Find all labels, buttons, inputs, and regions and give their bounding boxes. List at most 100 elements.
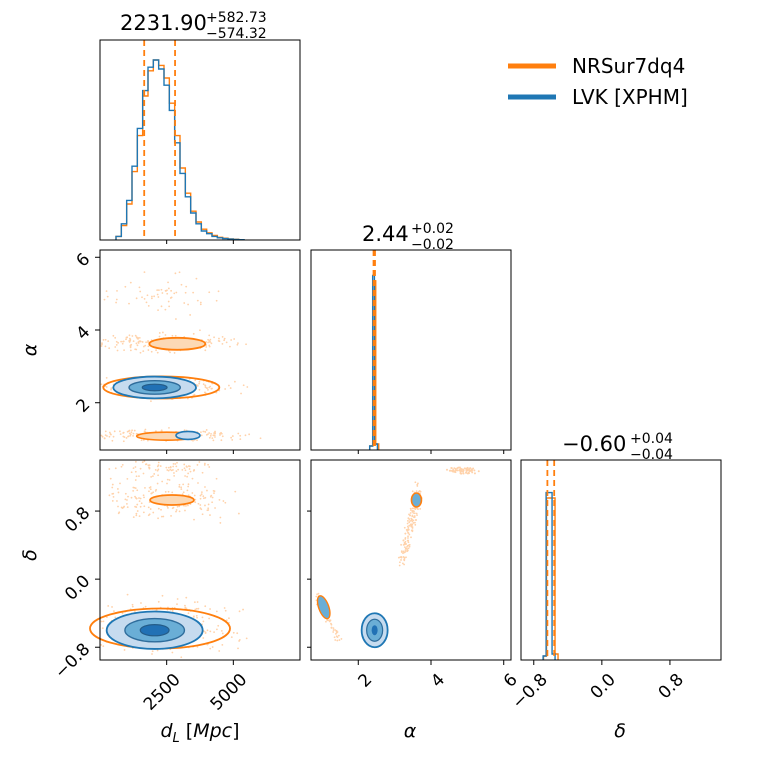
contour-delta-alpha-mode-left [316, 595, 331, 620]
scatter-point [121, 463, 124, 466]
scatter-point [219, 516, 222, 519]
scatter-point [110, 387, 113, 390]
scatter-point [171, 609, 174, 612]
scatter-point [408, 524, 411, 527]
scatter-point [206, 387, 209, 390]
scatter-point [160, 515, 163, 518]
scatter-point [404, 550, 407, 553]
scatter-point [206, 509, 209, 512]
scatter-point [169, 466, 172, 468]
scatter-point [118, 511, 121, 514]
scatter-point [225, 341, 228, 344]
scatter-point [206, 629, 209, 632]
scatter-point [164, 334, 167, 336]
scatter-point [211, 496, 214, 499]
scatter-point [113, 610, 115, 613]
scatter-point [334, 632, 337, 635]
scatter-point [222, 500, 225, 502]
scatter-point [330, 622, 332, 625]
scatter-point [414, 481, 417, 484]
scatter-point [199, 494, 202, 497]
scatter-point [184, 469, 187, 472]
scatter-point [132, 489, 135, 492]
scatter-point [203, 630, 205, 633]
scatter-point [407, 528, 410, 531]
scatter-point [199, 497, 202, 500]
scatter-point [194, 379, 197, 382]
scatter-point [315, 595, 318, 598]
scatter-point [406, 529, 409, 532]
scatter-point [237, 647, 239, 650]
scatter-point [164, 289, 167, 292]
scatter-point [416, 485, 419, 487]
scatter-point [204, 386, 207, 389]
scatter-point [194, 501, 197, 504]
scatter-point [207, 503, 210, 506]
scatter-point [416, 514, 418, 516]
scatter-point [189, 314, 192, 316]
scatter-point [203, 391, 206, 394]
scatter-point [126, 499, 128, 501]
scatter-point [336, 631, 339, 633]
scatter-point [141, 461, 144, 464]
scatter-point [185, 607, 188, 610]
scatter-point [413, 510, 415, 513]
scatter-point [219, 432, 222, 435]
scatter-point [215, 477, 218, 480]
scatter-point [139, 340, 142, 343]
scatter-point [115, 340, 118, 343]
scatter-point [215, 610, 218, 613]
scatter-point [187, 485, 190, 488]
scatter-point [185, 505, 187, 507]
scatter-point [131, 335, 134, 337]
scatter-point [187, 472, 190, 475]
scatter-point [452, 470, 455, 473]
scatter-point [328, 620, 331, 623]
dl-title-minus: −574.32 [206, 26, 267, 42]
scatter-point [191, 477, 194, 480]
scatter-point [470, 468, 473, 471]
scatter-point [403, 558, 405, 561]
scatter-point [104, 434, 107, 437]
scatter-point [244, 434, 247, 437]
scatter-point [148, 464, 151, 466]
scatter-point [406, 549, 409, 552]
scatter-point [144, 605, 147, 608]
scatter-point [406, 522, 409, 525]
scatter-point [180, 486, 183, 489]
scatter-point [404, 547, 407, 550]
scatter-point [119, 433, 122, 436]
scatter-point [406, 530, 409, 532]
contour-alpha-dl-nrsur-mode2 [148, 336, 207, 351]
scatter-point [200, 508, 203, 511]
scatter-point [156, 649, 159, 652]
scatter-point [143, 496, 145, 499]
scatter-point [209, 630, 212, 633]
scatter-point [138, 515, 141, 518]
scatter-point [208, 436, 211, 439]
scatter-point [461, 468, 464, 471]
scatter-point [402, 550, 405, 553]
scatter-point [165, 466, 168, 469]
scatter-point [200, 434, 203, 437]
scatter-point [149, 508, 152, 510]
scatter-point [183, 463, 186, 466]
scatter-point [187, 494, 190, 497]
scatter-point [150, 297, 153, 300]
scatter-point [459, 472, 462, 475]
scatter-point [112, 435, 115, 438]
scatter-point [207, 341, 209, 344]
scatter-point [196, 385, 199, 387]
scatter-point [458, 469, 461, 472]
scatter-point [466, 469, 469, 472]
scatter-point [407, 528, 409, 531]
scatter-point [121, 342, 124, 345]
scatter-point [210, 342, 213, 345]
scatter-point [411, 507, 414, 510]
scatter-point [108, 435, 111, 438]
scatter-point [157, 474, 160, 477]
scatter-point [127, 435, 129, 438]
scatter-point [121, 507, 124, 510]
scatter-point [148, 486, 151, 489]
scatter-point [184, 291, 187, 294]
